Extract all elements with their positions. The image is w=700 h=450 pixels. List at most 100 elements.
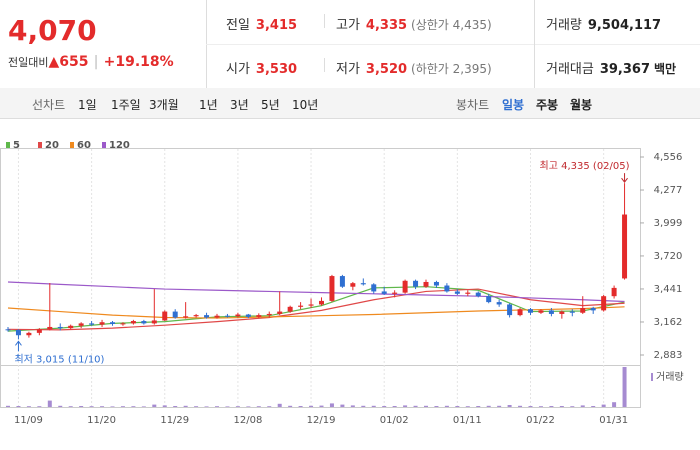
x-tick-label: 12/08 bbox=[233, 415, 262, 426]
tab-group-label: 선차트 bbox=[32, 98, 66, 112]
period-tab[interactable]: 3개월 bbox=[149, 98, 179, 112]
period-tab[interactable]: 3년 bbox=[230, 98, 249, 112]
volume-bar bbox=[486, 405, 491, 407]
candle-body bbox=[538, 310, 544, 313]
low-arrow bbox=[15, 340, 22, 352]
candle-body bbox=[172, 311, 178, 318]
candle-body bbox=[392, 292, 398, 294]
plot-frame bbox=[0, 148, 641, 366]
legend-label: 120 bbox=[109, 140, 130, 151]
candle-body bbox=[444, 285, 450, 292]
stat-label: 거래량 bbox=[546, 18, 582, 33]
candle-body bbox=[57, 326, 63, 329]
candle-body bbox=[15, 329, 21, 336]
divider bbox=[534, 44, 535, 88]
y-tick-label: 3,720 bbox=[654, 251, 683, 262]
candle-tab[interactable]: 월봉 bbox=[570, 98, 593, 112]
period-tab[interactable]: 10년 bbox=[292, 98, 319, 112]
candle-body bbox=[486, 296, 492, 303]
volume-bar bbox=[601, 404, 606, 407]
volume-bar bbox=[298, 406, 303, 407]
volume-bar bbox=[559, 406, 564, 407]
stat-note: (상한가 4,435) bbox=[411, 18, 492, 32]
candle-tab[interactable]: 일봉 bbox=[502, 98, 525, 112]
volume-bar bbox=[476, 406, 481, 407]
candle-body bbox=[298, 305, 304, 307]
volume-bar bbox=[173, 406, 178, 407]
candle-body bbox=[287, 306, 293, 312]
quote-header: 4,070 전일대비▲655 | +19.18% 전일 3,415 고가 4,335 (상한… bbox=[0, 0, 700, 89]
x-tick-label: 01/02 bbox=[380, 415, 409, 426]
candle-body bbox=[569, 311, 575, 313]
period-tab[interactable]: 5년 bbox=[261, 98, 280, 112]
volume-bar bbox=[6, 405, 10, 407]
volume-bar bbox=[434, 406, 439, 407]
chart: 5 20 60 120 2,883 3,162 3,441 3,720 3,999 4,277 4,… bbox=[0, 140, 684, 426]
candle-body bbox=[266, 313, 272, 316]
stat: 저가 3,520 (하한가 2,395) bbox=[336, 58, 492, 77]
volume-bar bbox=[204, 406, 209, 407]
volume-bar bbox=[246, 406, 251, 407]
price: 4,070 bbox=[8, 14, 97, 47]
change-rate: +19.18% bbox=[103, 54, 174, 70]
volume-bar bbox=[528, 406, 533, 407]
period-tab[interactable]: 1주일 bbox=[111, 98, 141, 112]
candle-body bbox=[319, 300, 324, 305]
candle-tab[interactable]: 주봉 bbox=[536, 98, 559, 112]
volume-frame bbox=[0, 365, 641, 408]
y-tick-label: 2,883 bbox=[654, 350, 683, 361]
candle-body bbox=[26, 332, 32, 336]
stat-row: 전일 3,415 고가 4,335 (상한가 4,435) 거래량 9,504,117 bbox=[206, 0, 700, 45]
stat-label: 시가 bbox=[226, 62, 250, 77]
volume-bar bbox=[497, 405, 502, 407]
volume-bar bbox=[361, 405, 366, 407]
stat-label: 고가 bbox=[336, 18, 360, 33]
tab-bar: 선차트 1일 1주일 3개월 1년 3년 5년 10년 봉차트 일봉 주봉 월봉 bbox=[0, 88, 700, 119]
candle-body bbox=[110, 322, 115, 324]
volume-bar bbox=[47, 400, 52, 407]
volume-bar bbox=[507, 405, 512, 407]
stat-value: 39,367 bbox=[599, 62, 651, 77]
candle-body bbox=[89, 323, 95, 325]
volume-bar bbox=[570, 406, 575, 407]
candle-body bbox=[193, 315, 199, 317]
candle-body bbox=[214, 315, 220, 318]
volume-bar bbox=[319, 405, 324, 407]
volume-bar bbox=[340, 404, 345, 407]
change-value: 655 bbox=[59, 54, 89, 70]
candle-body bbox=[611, 287, 617, 297]
volume-bar bbox=[413, 405, 418, 407]
divider bbox=[534, 0, 535, 44]
volume-bar bbox=[403, 405, 408, 407]
legend-swatch bbox=[38, 142, 42, 148]
change-arrow: ▲ bbox=[48, 54, 60, 70]
volume-bar bbox=[424, 405, 428, 407]
stat-value: 3,530 bbox=[255, 62, 298, 77]
candle-body bbox=[130, 321, 136, 324]
period-tab[interactable]: 1일 bbox=[78, 98, 97, 112]
candle-body bbox=[371, 284, 377, 292]
volume-bar bbox=[16, 406, 21, 407]
volume-bar bbox=[120, 406, 125, 407]
candle-body bbox=[517, 309, 523, 316]
candle-body bbox=[183, 316, 189, 318]
candle-body bbox=[235, 314, 241, 317]
volume-bar bbox=[131, 406, 136, 407]
moving-average bbox=[7, 281, 625, 303]
candle-body bbox=[151, 320, 157, 324]
y-tick-label: 3,441 bbox=[654, 284, 683, 295]
period-tab[interactable]: 1년 bbox=[199, 98, 218, 112]
stat: 전일 3,415 bbox=[226, 14, 297, 33]
candle-body bbox=[548, 310, 554, 314]
stat-label: 거래대금 bbox=[546, 62, 594, 77]
change: 전일대비▲655 | +19.18% bbox=[8, 54, 174, 70]
candle-body bbox=[99, 322, 105, 325]
candle-body bbox=[68, 325, 74, 329]
candle-body bbox=[381, 291, 387, 294]
volume-bar bbox=[350, 405, 355, 407]
x-tick-label: 01/31 bbox=[599, 415, 628, 426]
tab-group-label: 봉차트 bbox=[456, 98, 490, 112]
candle-body bbox=[423, 281, 429, 287]
volume-bar bbox=[371, 405, 376, 407]
